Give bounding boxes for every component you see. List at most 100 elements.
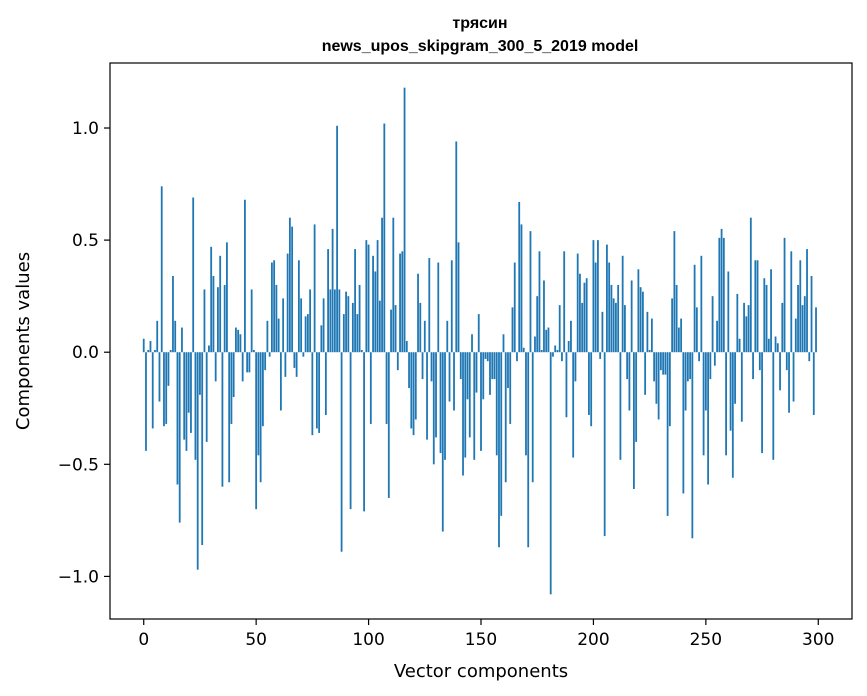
bar-component-202	[597, 240, 599, 353]
bar-component-32	[214, 352, 217, 382]
bar-component-135	[446, 320, 449, 353]
bar-component-53	[262, 352, 264, 427]
bar-component-134	[444, 352, 446, 460]
bar-component-267	[743, 302, 745, 353]
bar-component-78	[318, 352, 321, 433]
bar-component-34	[219, 255, 222, 353]
bar-component-6	[156, 320, 159, 353]
bar-component-272	[754, 260, 757, 353]
bar-component-164	[511, 307, 514, 353]
bar-component-157	[495, 352, 498, 456]
bar-component-110	[390, 309, 392, 353]
bar-component-286	[785, 352, 788, 371]
x-tick-label: 150	[465, 630, 497, 650]
bar-component-60	[277, 318, 280, 353]
bar-component-285	[783, 237, 786, 353]
bar-component-118	[408, 352, 410, 389]
bar-component-201	[594, 262, 597, 353]
bar-component-140	[457, 242, 460, 353]
plot-frame	[109, 62, 853, 620]
bar-component-192	[574, 352, 577, 382]
bar-component-172	[529, 231, 532, 353]
bar-component-233	[666, 352, 669, 516]
bar-component-111	[392, 217, 395, 353]
bar-component-56	[268, 352, 271, 357]
y-tick-label: 1.0	[72, 119, 99, 139]
bar-component-69	[297, 260, 300, 353]
bar-component-216	[628, 352, 631, 411]
bar-component-122	[417, 273, 419, 353]
bar-component-171	[527, 352, 530, 548]
bar-component-246	[695, 307, 698, 353]
bar-component-18	[183, 352, 186, 440]
bar-component-22	[192, 197, 195, 353]
bar-component-281	[774, 336, 777, 353]
bar-component-170	[525, 352, 527, 456]
bar-component-99	[365, 240, 368, 353]
bar-component-7	[158, 352, 161, 402]
bar-component-73	[306, 314, 309, 353]
bar-component-45	[244, 199, 246, 353]
x-tick-label: 0	[138, 630, 149, 650]
bar-component-30	[210, 246, 213, 353]
bar-component-46	[246, 352, 249, 373]
bar-component-238	[677, 327, 680, 353]
bar-component-226	[650, 318, 653, 353]
bar-component-27	[203, 289, 206, 353]
x-tick-label: 50	[245, 630, 267, 650]
bar-component-50	[255, 352, 258, 510]
bar-component-39	[230, 352, 233, 424]
bar-component-284	[781, 302, 784, 353]
bar-component-146	[471, 334, 473, 353]
bar-component-228	[655, 352, 658, 404]
bar-component-177	[540, 349, 543, 353]
bar-component-266	[740, 352, 743, 422]
x-tick-label: 300	[802, 630, 834, 650]
bar-component-141	[459, 352, 462, 380]
bar-component-183	[554, 345, 557, 353]
bar-component-66	[291, 226, 294, 353]
bar-component-165	[513, 262, 516, 353]
bar-component-189	[567, 341, 570, 353]
bar-component-1	[145, 352, 147, 451]
bar-component-247	[698, 352, 700, 362]
bar-component-70	[300, 298, 303, 353]
bar-component-38	[228, 352, 231, 483]
bar-component-288	[790, 251, 793, 353]
bar-component-95	[356, 314, 359, 353]
bar-component-163	[509, 352, 512, 424]
bar-component-71	[302, 352, 305, 357]
bar-component-128	[430, 352, 433, 382]
bar-component-199	[590, 352, 593, 427]
bar-component-243	[689, 352, 692, 380]
bar-component-145	[468, 352, 471, 438]
bar-component-253	[711, 296, 714, 353]
bar-component-254	[713, 352, 716, 366]
bar-component-248	[700, 255, 703, 353]
bar-component-210	[615, 302, 617, 353]
bar-component-20	[187, 352, 190, 413]
bar-component-105	[378, 300, 381, 353]
bar-component-133	[441, 352, 444, 532]
bar-component-132	[439, 352, 442, 454]
bar-component-158	[498, 352, 500, 548]
bar-component-251	[707, 352, 709, 485]
bar-component-67	[293, 352, 296, 368]
bar-component-144	[466, 352, 469, 400]
bar-component-104	[376, 240, 379, 353]
x-tick-label: 100	[352, 630, 384, 650]
bar-component-190	[570, 320, 572, 353]
bar-component-229	[657, 352, 660, 420]
bar-component-90	[345, 291, 347, 353]
bar-component-17	[181, 327, 183, 353]
bar-component-72	[304, 316, 307, 353]
bar-component-297	[810, 275, 813, 353]
bar-component-287	[788, 352, 790, 413]
bar-component-31	[212, 275, 215, 353]
bar-component-154	[489, 352, 491, 395]
bar-component-193	[576, 253, 579, 353]
bar-component-296	[808, 352, 811, 362]
bar-component-265	[738, 338, 741, 353]
bar-component-48	[250, 289, 253, 353]
bar-component-223	[644, 352, 647, 395]
